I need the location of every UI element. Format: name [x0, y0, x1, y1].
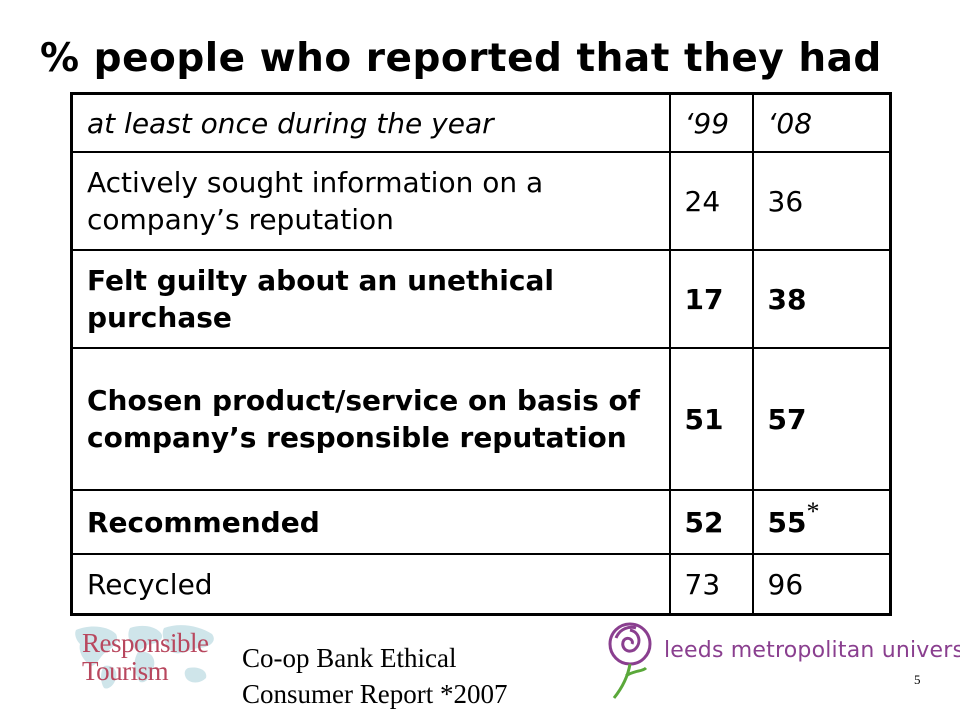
slide-number: 5 [914, 672, 921, 687]
slide-title: % people who reported that they had [40, 36, 882, 81]
row-2008-cell: 36 [751, 151, 892, 251]
row-label-cell: Chosen product/service on basis of compa… [70, 347, 671, 491]
survey-table: at least once during the year ‘99 ‘08 Ac… [70, 92, 892, 616]
header-1999-cell: ‘99 [668, 92, 754, 153]
footnote-marker: * [806, 496, 820, 526]
rose-icon [608, 622, 652, 699]
table-row: Chosen product/service on basis of compa… [70, 347, 892, 491]
row-1999-cell: 24 [668, 151, 754, 251]
row-2008-cell: 57 [751, 347, 892, 491]
responsible-logo-line1: Responsible [82, 628, 209, 658]
source-citation: Co-op Bank Ethical Consumer Report *2007 [242, 640, 582, 712]
row-1999-cell: 52 [668, 489, 754, 555]
row-1999-cell: 51 [668, 347, 754, 491]
row-label-cell: Felt guilty about an unethical purchase [70, 249, 671, 349]
university-logo-text: leeds metropolitan university [664, 638, 960, 663]
table-header-row: at least once during the year ‘99 ‘08 [70, 92, 892, 153]
row-2008-cell: 38 [751, 249, 892, 349]
source-line-1: Co-op Bank Ethical [242, 643, 457, 673]
table-row: Recommended 52 55* [70, 489, 892, 555]
row-2008-cell: 96 [751, 553, 892, 616]
row-1999-cell: 17 [668, 249, 754, 349]
row-label-cell: Actively sought information on a company… [70, 151, 671, 251]
table-row: Actively sought information on a company… [70, 151, 892, 251]
responsible-logo-line2: Tourism [82, 656, 169, 686]
row-label-cell: Recycled [70, 553, 671, 616]
header-2008-cell: ‘08 [751, 92, 892, 153]
row-2008-value: 55 [767, 505, 807, 539]
table-row: Felt guilty about an unethical purchase … [70, 249, 892, 349]
world-map-icon [75, 625, 214, 689]
row-label-cell: Recommended [70, 489, 671, 555]
row-1999-cell: 73 [668, 553, 754, 616]
table-row: Recycled 73 96 [70, 553, 892, 616]
row-2008-cell: 55* [751, 489, 892, 555]
source-line-2: Consumer Report *2007 [242, 679, 508, 709]
header-label-cell: at least once during the year [70, 92, 671, 153]
